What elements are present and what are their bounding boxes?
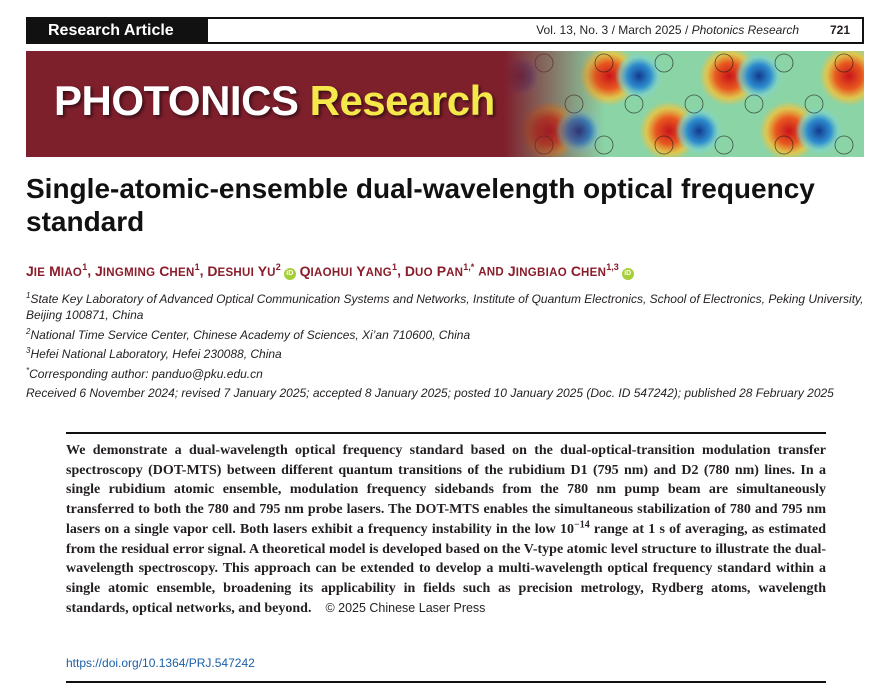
journal-banner: PHOTONICS Research [26, 51, 864, 157]
volume-issue-date: Vol. 13, No. 3 / March 2025 / [536, 23, 692, 37]
abstract-exponent: −14 [574, 519, 590, 531]
author-name[interactable]: DUO PAN [404, 262, 464, 279]
author-name[interactable]: JIE MIAO [26, 262, 83, 279]
author-affiliation-mark: 1 [392, 262, 398, 272]
journal-logo-title: PHOTONICS Research [54, 77, 495, 125]
author-affiliation-mark: 2 [275, 262, 281, 272]
author-list: JIE MIAO1, JINGMING CHEN1, DESHUI YU2iD … [26, 262, 866, 280]
orcid-icon[interactable]: iD [621, 267, 634, 280]
copyright-notice: © 2025 Chinese Laser Press [325, 600, 486, 615]
author-affiliation-mark: 1 [194, 262, 200, 272]
affiliation-item: 3Hefei National Laboratory, Hefei 230088… [26, 346, 282, 362]
page-number: 721 [829, 23, 850, 37]
journal-logo-word-photonics: PHOTONICS [54, 77, 299, 124]
article-title: Single-atomic-ensemble dual-wavelength o… [26, 173, 815, 237]
journal-name: Photonics Research [691, 23, 799, 37]
journal-logo-word-research: Research [309, 77, 496, 124]
corresponding-author: *Corresponding author: panduo@pku.edu.cn [26, 365, 263, 381]
author-affiliation-mark: 1 [82, 262, 88, 272]
doi-link[interactable]: https://doi.org/10.1364/PRJ.547242 [66, 656, 255, 670]
abstract: We demonstrate a dual-wavelength optical… [66, 441, 826, 618]
running-header: Research Article Vol. 13, No. 3 / March … [26, 17, 864, 44]
banner-field-pattern-image [504, 51, 864, 157]
author-affiliation-mark: 1,* [463, 262, 475, 272]
author-affiliation-mark: 1,3 [606, 262, 619, 272]
orcid-icon[interactable]: iD [283, 267, 296, 280]
article-type-label: Research Article [28, 19, 208, 42]
abstract-top-rule [66, 432, 826, 434]
publication-history: Received 6 November 2024; revised 7 Janu… [26, 386, 834, 400]
author-name[interactable]: DESHUI YU [207, 262, 276, 279]
affiliation-item: 2National Time Service Center, Chinese A… [26, 326, 471, 342]
abstract-text: We demonstrate a dual-wavelength optical… [66, 443, 826, 616]
author-name[interactable]: QIAOHUI YANG [299, 262, 393, 279]
author-name[interactable]: JINGBIAO CHEN [507, 262, 607, 279]
abstract-bottom-rule [66, 681, 826, 683]
author-name[interactable]: JINGMING CHEN [94, 262, 195, 279]
affiliation-list: 1State Key Laboratory of Advanced Optica… [26, 288, 871, 382]
affiliation-item: 1State Key Laboratory of Advanced Optica… [26, 291, 864, 323]
volume-info: Vol. 13, No. 3 / March 2025 / Photonics … [536, 19, 799, 42]
author-conjunction: AND [478, 266, 505, 279]
